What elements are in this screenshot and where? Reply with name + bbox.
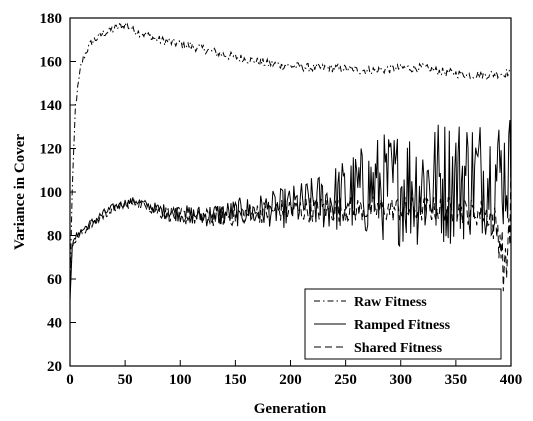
y-tick-label: 40: [47, 316, 62, 332]
y-tick-label: 80: [47, 229, 62, 245]
series-layer: [69, 20, 512, 301]
series-line-raw-fitness: [69, 20, 512, 290]
y-tick-label: 100: [40, 185, 63, 201]
x-tick-label: 250: [334, 372, 357, 388]
y-tick-label: 140: [40, 98, 63, 114]
legend-label-ramped-fitness: Ramped Fitness: [354, 318, 451, 333]
legend-label-raw-fitness: Raw Fitness: [354, 295, 427, 310]
x-tick-label: 100: [169, 372, 192, 388]
y-tick-label: 160: [40, 55, 63, 71]
x-tick-label: 300: [390, 372, 413, 388]
y-tick-label: 120: [40, 142, 63, 158]
x-tick-label: 200: [279, 372, 302, 388]
y-tick-label: 60: [47, 272, 62, 288]
y-tick-label: 180: [40, 11, 63, 27]
legend-label-shared-fitness: Shared Fitness: [354, 341, 443, 356]
x-tick-label: 400: [500, 372, 523, 388]
x-tick-label: 50: [118, 372, 133, 388]
x-tick-label: 150: [224, 372, 247, 388]
x-axis-ticks: 0 50 100 150 200 250 300 350 400: [66, 360, 522, 388]
legend: Raw Fitness Ramped Fitness Shared Fitnes…: [304, 288, 502, 360]
y-axis-label: Variance in Cover: [12, 134, 28, 250]
x-tick-label: 0: [66, 372, 74, 388]
y-tick-label: 20: [47, 359, 62, 375]
y-axis-ticks: 20 40 60 80 100 120 140 160 180: [40, 11, 76, 375]
series-line-ramped-fitness: [69, 119, 512, 301]
x-tick-label: 350: [445, 372, 468, 388]
x-axis-label: Generation: [254, 401, 327, 416]
